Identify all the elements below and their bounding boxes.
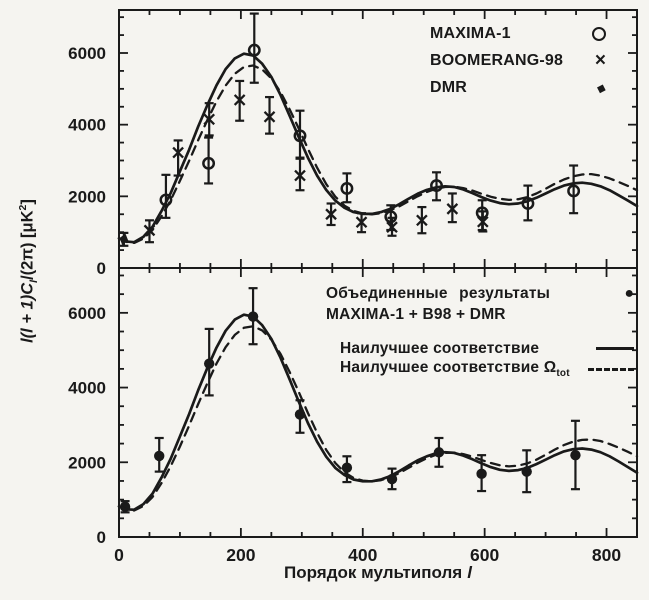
legend-label-boomerang: BOOMERANG-98 [430, 51, 564, 69]
combined-point [476, 468, 487, 480]
x-marker-icon: × [594, 49, 606, 71]
open-circle-icon [592, 26, 606, 41]
y-tick-label: 2000 [68, 187, 106, 206]
boomerang-point [386, 221, 398, 233]
combined-point [570, 449, 581, 461]
ylabel-subscript: l [27, 279, 40, 283]
legend-item-bestfit: Наилучшее соответствие [326, 338, 634, 359]
y-tick-label: 6000 [68, 304, 106, 323]
boomerang-point [477, 215, 489, 228]
omega-subscript: tot [556, 368, 570, 380]
legend-bottom-panel: Объединенные результаты ● MAXIMA-1 + B98… [326, 283, 634, 380]
boomerang-point [416, 214, 428, 227]
plot-frame-bottom [118, 267, 638, 538]
x-tick-label: 0 [114, 545, 124, 565]
x-tick-label: 400 [348, 545, 377, 565]
boomerang-point [172, 146, 184, 159]
legend-item-maxima: MAXIMA-1 [430, 20, 606, 47]
legend-label-combined-line1: Объединенные результаты [326, 284, 551, 302]
legend-item-bestfit-omega: Наилучшее соответствие Ωtot [326, 359, 634, 380]
solid-line-icon [596, 347, 634, 350]
best-fit-omega-curve-bottom [117, 325, 639, 512]
legend-label-dmr: DMR [430, 78, 468, 96]
y-tick-label: 4000 [68, 116, 106, 135]
boomerang-point [233, 94, 246, 106]
boomerang-point [355, 216, 368, 228]
y-axis-title: l(l + 1)Cl/(2π) [μK2] [17, 199, 40, 343]
boomerang-point [294, 169, 306, 182]
filled-diamond-icon: ◆ [594, 79, 608, 96]
ylabel-superscript: 2 [17, 204, 29, 211]
boomerang-point [446, 203, 459, 215]
boomerang-point [263, 110, 276, 123]
legend-label-bestfit-omega: Наилучшее соответствие Ωtot [340, 359, 570, 380]
legend-item-combined: Объединенные результаты ● [326, 283, 634, 304]
legend-label-combined-line2: MAXIMA-1 + B98 + DMR [326, 305, 506, 323]
filled-circle-icon: ● [624, 284, 634, 302]
legend-item-combined-line2: MAXIMA-1 + B98 + DMR [326, 304, 634, 325]
legend-spacer [326, 325, 634, 338]
maxima-point [202, 156, 216, 170]
y-tick-label: 6000 [68, 44, 106, 63]
x-axis-title: Порядок мультиполя l [284, 563, 472, 582]
x-tick-label: 800 [592, 545, 621, 565]
combined-point [154, 450, 165, 462]
y-tick-label: 2000 [68, 453, 106, 472]
combined-point [341, 462, 353, 473]
legend-item-dmr: DMR ◆ [430, 74, 608, 101]
dashed-line-icon [588, 368, 634, 371]
y-tick-label: 0 [97, 528, 106, 547]
maxima-point [340, 182, 354, 195]
x-tick-label: 600 [470, 545, 499, 565]
x-tick-label: 200 [226, 545, 255, 565]
maxima-point [567, 184, 581, 198]
x-axis-variable: l [467, 563, 472, 582]
boomerang-point [325, 208, 337, 221]
legend-label-bestfit: Наилучшее соответствие [340, 339, 540, 357]
legend-label-maxima: MAXIMA-1 [430, 24, 511, 42]
best-fit-omega-curve-top [117, 64, 639, 245]
y-tick-label: 4000 [68, 379, 106, 398]
legend-item-boomerang: BOOMERANG-98 × [430, 47, 606, 74]
legend-top-panel: MAXIMA-1 BOOMERANG-98 × DMR ◆ [430, 20, 608, 101]
y-tick-label: 0 [97, 259, 106, 278]
